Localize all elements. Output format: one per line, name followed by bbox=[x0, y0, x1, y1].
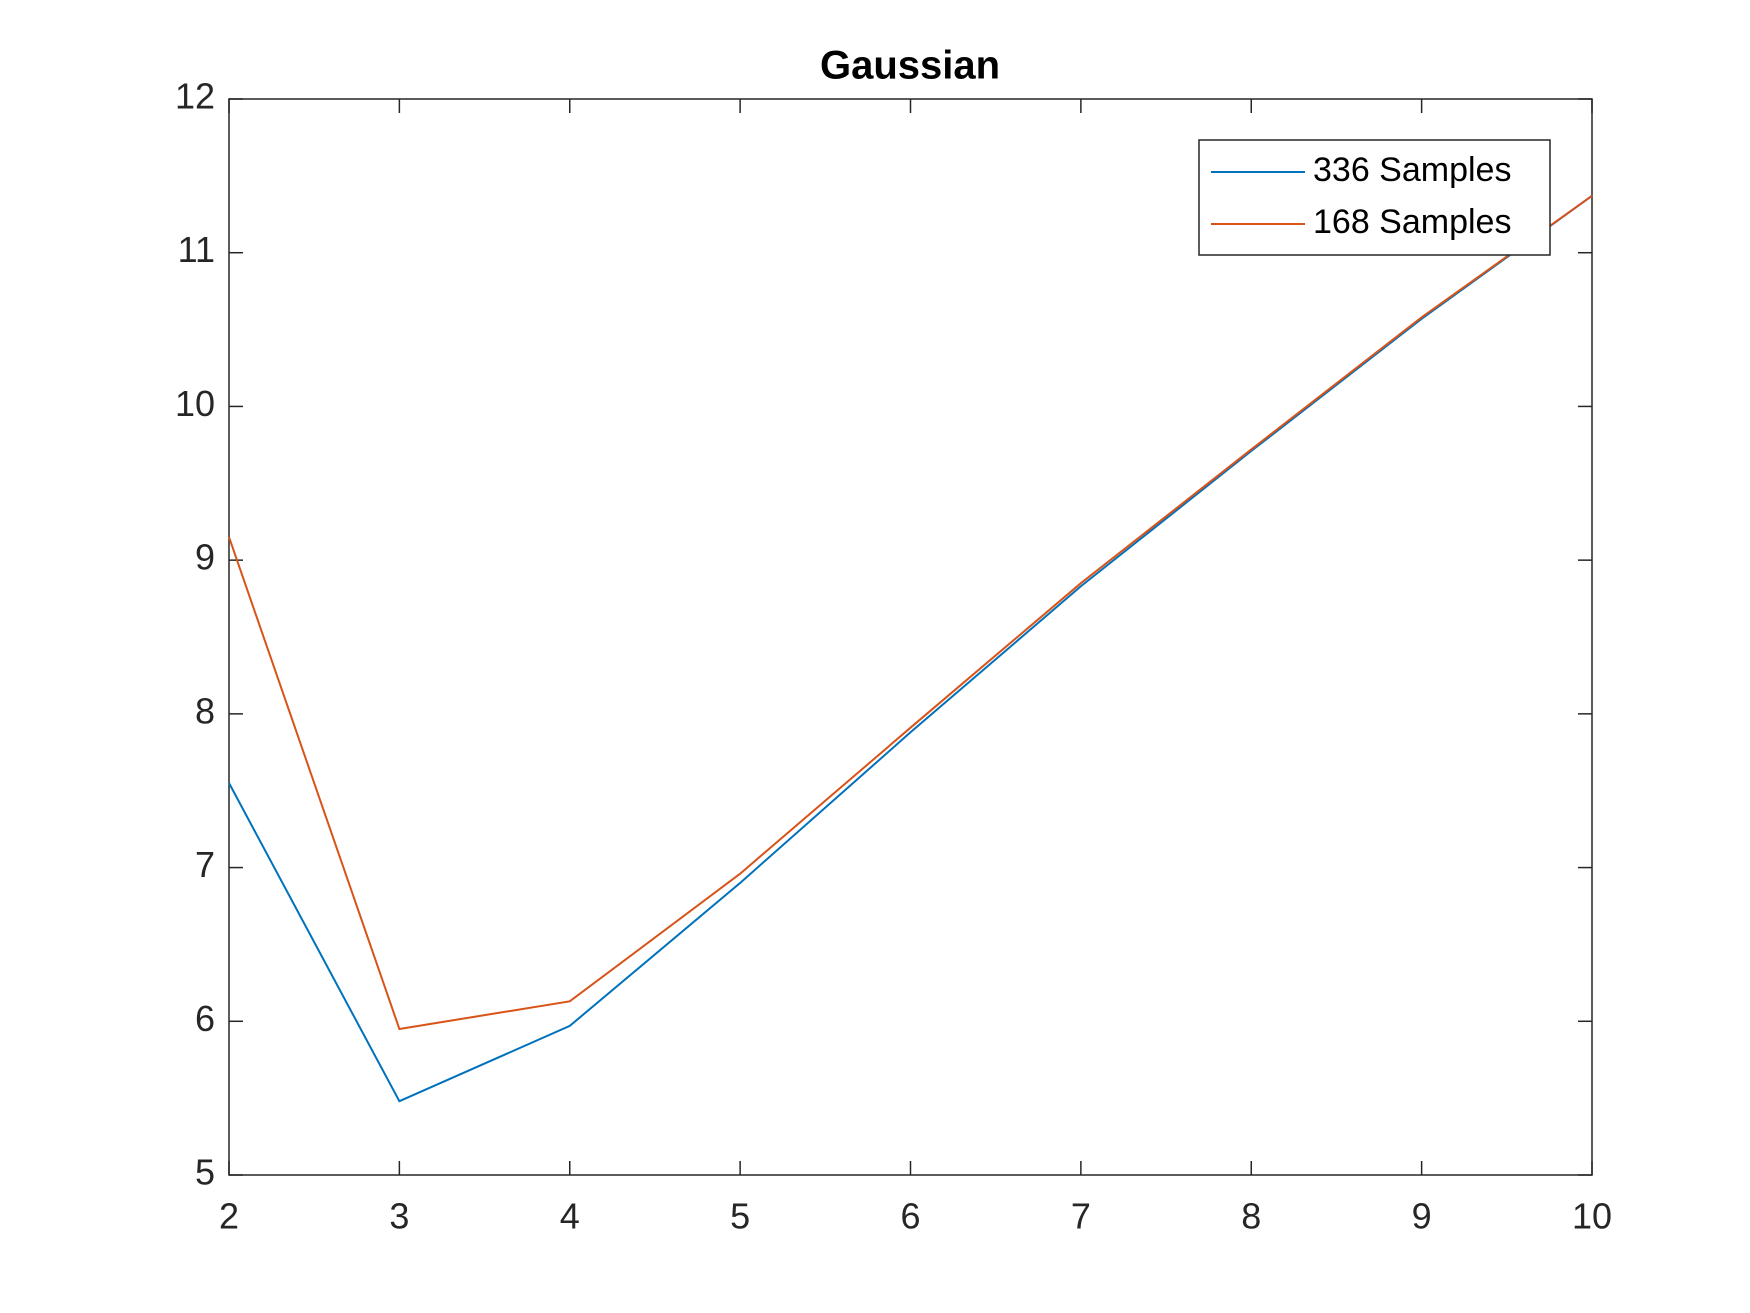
y-tick-label: 8 bbox=[195, 690, 215, 731]
plot-area bbox=[228, 98, 1593, 1176]
y-tick-label: 6 bbox=[195, 998, 215, 1039]
y-tick-label: 5 bbox=[195, 1152, 215, 1193]
y-tick-label: 10 bbox=[175, 383, 215, 424]
x-tick-label: 8 bbox=[1241, 1196, 1261, 1237]
x-tick-label: 5 bbox=[730, 1196, 750, 1237]
y-tick-label: 11 bbox=[178, 229, 215, 270]
y-tick-label: 9 bbox=[195, 537, 215, 578]
x-tick-label: 2 bbox=[219, 1196, 239, 1237]
legend-label: 168 Samples bbox=[1313, 203, 1511, 241]
y-tick-label: 7 bbox=[195, 844, 215, 885]
legend-label: 336 Samples bbox=[1313, 151, 1511, 189]
series-line bbox=[228, 195, 1593, 1031]
x-tick-label: 9 bbox=[1412, 1196, 1432, 1237]
x-tick-label: 7 bbox=[1071, 1196, 1091, 1237]
chart-title: Gaussian bbox=[820, 44, 1000, 88]
legend-box bbox=[1198, 139, 1551, 256]
series-line bbox=[228, 195, 1593, 1103]
y-tick-label: 12 bbox=[175, 76, 215, 117]
x-tick-label: 6 bbox=[900, 1196, 920, 1237]
x-tick-label: 3 bbox=[389, 1196, 409, 1237]
x-tick-label: 4 bbox=[560, 1196, 580, 1237]
x-tick-label: 10 bbox=[1572, 1196, 1612, 1237]
